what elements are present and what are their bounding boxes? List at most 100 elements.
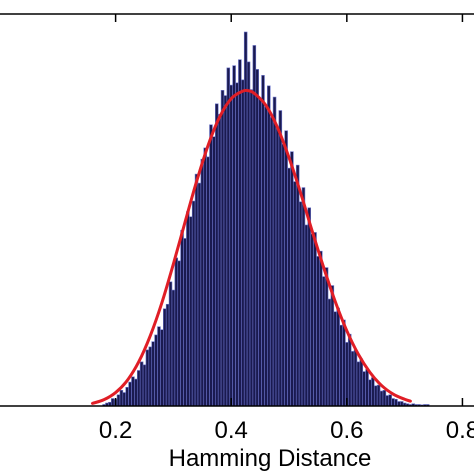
histogram-bar	[163, 308, 167, 407]
histogram-bar	[339, 324, 343, 407]
histogram-bar	[319, 250, 323, 407]
histogram-bar	[269, 116, 274, 407]
histogram-bar	[191, 200, 196, 407]
histogram-bar	[165, 303, 170, 407]
x-tick-label: 0.2	[99, 417, 132, 444]
x-tick-label: 0.8	[446, 417, 474, 444]
histogram-bar	[275, 127, 280, 407]
histogram-bar	[220, 90, 225, 407]
histogram-bar	[373, 385, 378, 407]
histogram-bars	[102, 31, 430, 407]
histogram-bar	[197, 182, 202, 407]
histogram-bar	[223, 95, 228, 407]
histogram-bar	[321, 276, 326, 407]
histogram-bar	[131, 376, 135, 407]
histogram-bar	[368, 379, 372, 407]
histogram-bar	[174, 257, 179, 407]
histogram-bar	[342, 319, 346, 407]
histogram-bar	[145, 349, 150, 407]
histogram-bar	[301, 187, 306, 407]
x-tick-labels: 0.2 0.4 0.6 0.8	[99, 417, 474, 444]
histogram-bar	[287, 167, 291, 407]
histogram-bar	[313, 232, 317, 407]
x-tick-label: 0.4	[215, 417, 248, 444]
histogram-bar	[281, 143, 285, 407]
histogram-bar	[128, 381, 132, 407]
histogram-bar	[136, 370, 141, 407]
histogram-bar	[168, 281, 173, 407]
histogram-bar	[298, 201, 303, 407]
histogram-bar	[359, 358, 364, 407]
histogram-bar	[255, 69, 259, 407]
histogram-bar	[189, 216, 193, 407]
histogram-bar	[379, 390, 384, 407]
histogram-bar	[327, 298, 332, 407]
histogram-bar	[258, 97, 262, 407]
histogram-bar	[125, 386, 129, 407]
histogram-bar	[200, 158, 205, 407]
histogram-bar	[252, 45, 257, 407]
histogram-bar	[347, 333, 352, 407]
histogram-bar	[151, 341, 155, 407]
histogram-bar	[324, 267, 329, 407]
histogram-bar	[110, 398, 115, 407]
histogram-bar	[203, 147, 207, 407]
histogram-bar	[249, 89, 254, 407]
histogram-bar	[391, 398, 395, 407]
histogram-bar	[180, 229, 184, 407]
histogram-bar	[241, 79, 245, 407]
histogram-bar	[336, 307, 340, 407]
histogram-bar	[353, 349, 358, 407]
histogram-bar	[371, 377, 375, 407]
histogram-bar	[157, 326, 161, 407]
histogram-bar	[365, 369, 369, 407]
histogram-bar	[394, 398, 398, 407]
histogram-bar	[246, 61, 251, 407]
histogram-bar	[217, 113, 222, 407]
histogram-bar	[119, 389, 124, 407]
histogram-bar	[134, 378, 138, 407]
histogram-bar	[272, 96, 277, 407]
histogram-bar	[171, 289, 176, 407]
histogram-bar	[139, 361, 144, 407]
histogram-bar	[388, 394, 392, 407]
histogram-bar	[278, 110, 283, 407]
histogram-bar	[330, 285, 335, 407]
histogram-bar	[226, 67, 231, 407]
histogram-bar	[215, 103, 219, 407]
histogram-bar	[238, 59, 242, 407]
histogram-bar	[142, 364, 147, 407]
histogram-bar	[307, 207, 311, 407]
histogram-bar	[385, 395, 390, 407]
histogram-bar	[148, 346, 153, 407]
fit-curve	[90, 88, 412, 405]
histogram-bar	[290, 151, 294, 407]
histogram-bar	[316, 256, 320, 407]
histogram-bar	[362, 371, 366, 407]
histogram-bar	[183, 238, 187, 407]
histogram-bar	[122, 392, 127, 407]
histogram-bar	[235, 82, 239, 407]
histogram-bar	[154, 334, 158, 407]
histogram-bar	[206, 156, 210, 407]
histogram-bar	[356, 361, 361, 407]
histogram-bar	[284, 130, 288, 407]
histogram-bar	[209, 124, 213, 407]
histogram-bar	[116, 394, 121, 407]
histogram-bar	[382, 389, 387, 407]
histogram-bar	[160, 329, 164, 407]
histogram-bar	[194, 173, 199, 407]
histogram-bar	[267, 85, 271, 407]
histogram-bar	[333, 311, 338, 407]
histogram-bar	[177, 260, 181, 407]
histogram-bar	[350, 351, 355, 407]
histogram-bar	[232, 65, 236, 407]
histogram-bar	[376, 384, 381, 407]
histogram-bar	[212, 136, 216, 407]
x-tick-label: 0.6	[330, 417, 363, 444]
histogram-bar	[293, 181, 297, 407]
histogram-bar	[261, 75, 265, 407]
histogram-bar	[229, 84, 233, 407]
histogram-bar	[295, 164, 300, 407]
histogram-bar	[310, 233, 314, 407]
